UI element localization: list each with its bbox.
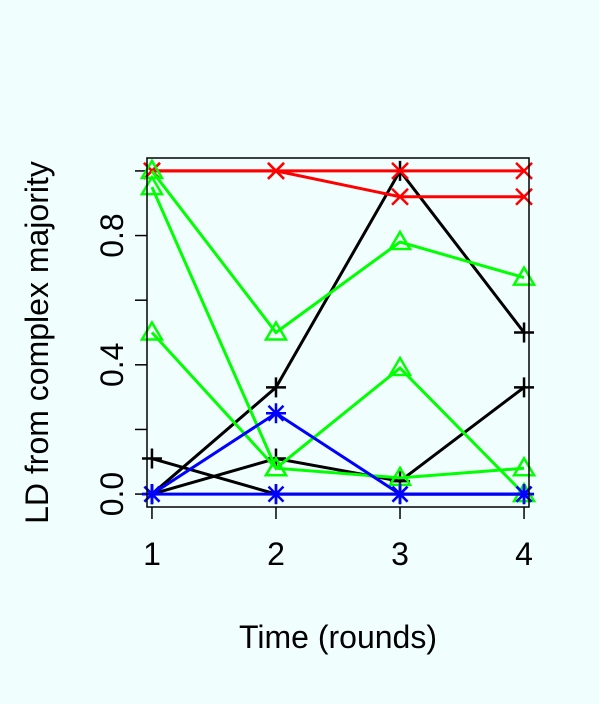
x-marker (391, 162, 409, 180)
x-axis-label: Time (rounds) (239, 619, 437, 655)
series-line (151, 169, 525, 199)
triangle-marker (263, 320, 289, 341)
series-line (150, 170, 525, 335)
asterisk-marker (265, 403, 286, 424)
y-tick-label: 0.4 (94, 343, 130, 387)
series-line (150, 186, 526, 496)
asterisk-marker (265, 484, 286, 505)
series-9 (141, 484, 535, 505)
triangle-marker (387, 229, 413, 251)
x-marker (267, 162, 285, 180)
series-line (150, 331, 525, 480)
plus-marker (514, 322, 535, 343)
triangle-marker (263, 455, 289, 477)
asterisk-marker (141, 484, 162, 505)
y-tick-label: 0.8 (94, 213, 130, 257)
asterisk-marker (514, 484, 535, 505)
plot-frame (146, 157, 530, 508)
plus-marker (514, 377, 535, 398)
triangle-marker (387, 355, 413, 377)
x-tick-label: 1 (143, 536, 161, 572)
x-tick-label: 3 (391, 536, 409, 572)
series-line (151, 386, 525, 496)
plus-marker (265, 377, 286, 398)
series-line (150, 168, 526, 496)
asterisk-marker (390, 484, 411, 505)
y-tick-label: 0.0 (94, 472, 130, 516)
y-axis-label: LD from complex majority (19, 161, 55, 524)
x-tick-label: 4 (515, 536, 533, 572)
axes-group: 0.0 0.4 0.8 1 2 3 4 (94, 170, 533, 572)
x-marker (391, 187, 409, 206)
x-tick-label: 2 (267, 536, 285, 572)
plus-marker (141, 448, 162, 469)
series-group (139, 158, 537, 505)
